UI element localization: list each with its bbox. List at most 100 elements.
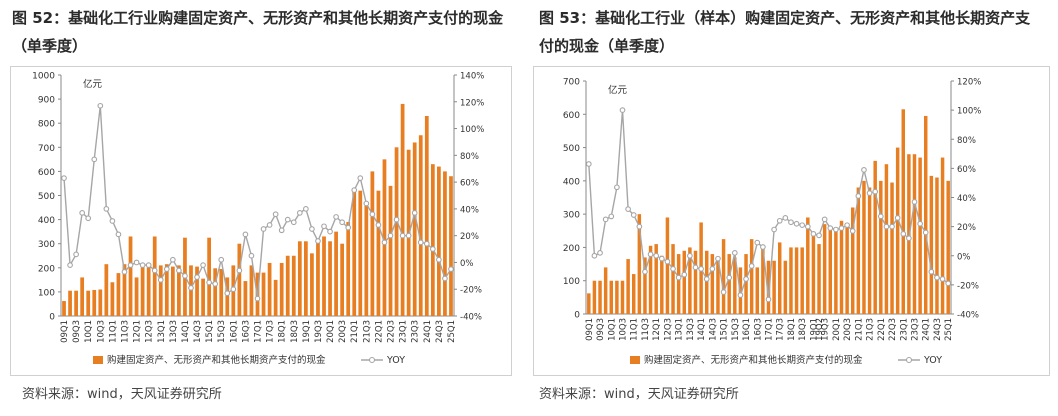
x-tick-label: 24Q1 xyxy=(922,318,932,341)
x-tick-label: 12Q1 xyxy=(652,318,662,341)
bar-09Q1 xyxy=(587,293,591,314)
yoy-point-12Q2 xyxy=(658,255,665,262)
yoy-point-24Q3 xyxy=(934,274,940,281)
bar-22Q4 xyxy=(895,147,900,314)
yoy-point-24Q4 xyxy=(939,276,946,282)
bar-11Q4 xyxy=(648,245,653,314)
bar-11Q1 xyxy=(631,274,636,314)
yoy-point-18Q2 xyxy=(284,216,291,223)
x-tick-label: 19Q2 xyxy=(815,318,825,341)
y-tick-label-right: 100% xyxy=(460,125,484,135)
y-tick-label-left: 500 xyxy=(38,192,55,202)
yoy-point-13Q4 xyxy=(692,264,699,271)
bar-24Q4 xyxy=(443,171,447,316)
bar-17Q4 xyxy=(273,279,278,316)
bar-11Q3 xyxy=(643,257,647,314)
yoy-point-10Q3 xyxy=(97,102,104,109)
bar-12Q1 xyxy=(654,244,658,314)
bar-19Q1 xyxy=(811,234,816,314)
yoy-point-23Q2 xyxy=(405,232,412,239)
yoy-point-09Q3 xyxy=(597,249,603,256)
y-tick-label-right: 0% xyxy=(460,259,474,269)
legend-swatch-bar xyxy=(630,356,640,364)
bar-24Q3 xyxy=(935,177,939,314)
bar-14Q3 xyxy=(195,266,199,316)
bar-12Q4 xyxy=(152,236,157,316)
yoy-point-24Q1 xyxy=(922,229,929,236)
x-tick-label: 21Q1 xyxy=(854,318,864,341)
yoy-point-24Q4 xyxy=(442,275,448,282)
bar-21Q3 xyxy=(364,202,369,316)
yoy-point-13Q1 xyxy=(157,277,164,283)
yoy-point-16Q1 xyxy=(230,286,237,293)
y-tick-label-right: -20% xyxy=(957,281,979,291)
yoy-point-16Q3 xyxy=(242,231,249,238)
bar-13Q3 xyxy=(688,247,692,314)
yoy-point-14Q1 xyxy=(698,266,704,272)
bar-16Q4 xyxy=(761,247,765,314)
yoy-point-12Q1 xyxy=(653,252,660,259)
bar-24Q2 xyxy=(929,175,934,314)
bar-15Q1 xyxy=(207,237,212,316)
yoy-point-16Q1 xyxy=(743,276,749,282)
chart-svg: 0 100 200 300 400 500 600 700 -40% -20% 0% 20% 40% 60… xyxy=(563,78,982,367)
yoy-point-21Q4 xyxy=(872,188,879,195)
bar-23Q3 xyxy=(912,154,917,314)
bar-16Q4 xyxy=(249,265,254,316)
yoy-point-09Q1 xyxy=(61,175,67,181)
bar-09Q3 xyxy=(598,280,602,314)
x-tick-label: 23Q3 xyxy=(911,318,921,341)
x-tick-label: 16Q1 xyxy=(229,320,239,343)
yoy-point-23Q3 xyxy=(411,210,418,216)
yoy-point-17Q2 xyxy=(260,226,267,232)
bar-16Q2 xyxy=(749,239,754,314)
yoy-point-21Q1 xyxy=(351,187,358,193)
bar-20Q1 xyxy=(328,241,332,316)
yoy-point-15Q2 xyxy=(726,274,733,281)
bar-09Q4 xyxy=(80,277,85,316)
y-tick-label-left: 700 xyxy=(563,78,580,88)
yoy-point-24Q2 xyxy=(928,268,935,275)
y-tick-label-left: 100 xyxy=(563,277,580,287)
yoy-point-10Q4 xyxy=(625,206,631,212)
bar-19Q2 xyxy=(310,253,314,316)
x-tick-label: 12Q3 xyxy=(145,320,155,343)
x-tick-label: 10Q3 xyxy=(619,318,629,341)
bar-20Q4 xyxy=(346,222,351,316)
yoy-point-17Q4 xyxy=(782,215,789,221)
bar-21Q2 xyxy=(862,180,866,314)
yoy-point-22Q3 xyxy=(889,223,895,230)
bar-17Q4 xyxy=(783,260,788,314)
bar-11Q1 xyxy=(110,282,115,316)
yoy-point-11Q2 xyxy=(115,231,122,238)
yoy-point-15Q4 xyxy=(737,292,744,298)
bar-10Q1 xyxy=(86,290,91,316)
bar-15Q2 xyxy=(727,254,731,314)
x-tick-label: 12Q3 xyxy=(663,318,673,341)
bar-22Q3 xyxy=(890,182,894,314)
yoy-point-12Q3 xyxy=(664,258,671,265)
yoy-point-16Q2 xyxy=(748,263,755,269)
yoy-point-19Q4 xyxy=(321,223,327,230)
yoy-point-12Q4 xyxy=(670,266,676,272)
yoy-point-13Q3 xyxy=(170,256,176,263)
yoy-point-19Q1 xyxy=(303,206,309,212)
x-tick-label: 11Q3 xyxy=(120,320,130,343)
yoy-point-21Q3 xyxy=(866,190,873,196)
yoy-point-14Q4 xyxy=(200,262,206,268)
y-tick-label-left: 300 xyxy=(563,211,580,221)
bar-21Q3 xyxy=(867,187,872,314)
y-tick-label-left: 0 xyxy=(49,313,55,323)
y-tick-label-right: 80% xyxy=(460,152,479,162)
bar-12Q1 xyxy=(134,277,139,316)
yoy-point-22Q4 xyxy=(894,215,901,221)
bar-11Q3 xyxy=(122,264,127,316)
x-tick-label: 24Q3 xyxy=(435,320,445,343)
bar-20Q1 xyxy=(834,230,838,314)
bar-11Q2 xyxy=(116,273,121,316)
bar-10Q4 xyxy=(626,259,630,314)
bar-22Q1 xyxy=(879,180,883,314)
yoy-point-16Q4 xyxy=(760,244,766,250)
yoy-point-19Q4 xyxy=(827,225,834,231)
yoy-point-21Q3 xyxy=(363,200,370,207)
